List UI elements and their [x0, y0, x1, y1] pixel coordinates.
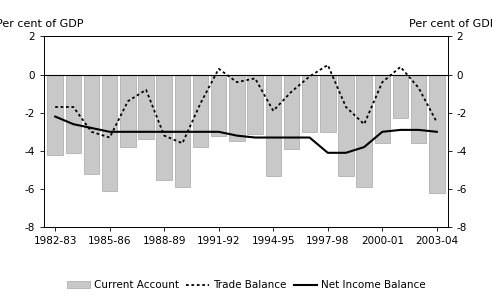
Bar [247, 75, 263, 134]
Bar [338, 75, 354, 176]
Bar [175, 75, 190, 187]
Bar [47, 75, 63, 155]
Bar [211, 75, 226, 136]
Bar [374, 75, 390, 143]
Bar [65, 75, 81, 153]
Legend: Current Account, Trade Balance, Net Income Balance: Current Account, Trade Balance, Net Inco… [62, 276, 430, 295]
Bar [356, 75, 372, 187]
Bar [320, 75, 336, 132]
Bar [284, 75, 299, 149]
Bar [84, 75, 99, 174]
Bar [429, 75, 445, 193]
Bar [102, 75, 118, 191]
Bar [138, 75, 154, 139]
Bar [411, 75, 427, 143]
Text: Per cent of GDP: Per cent of GDP [409, 19, 492, 29]
Bar [229, 75, 245, 141]
Bar [266, 75, 281, 176]
Bar [120, 75, 136, 147]
Bar [393, 75, 408, 118]
Bar [156, 75, 172, 179]
Bar [302, 75, 317, 132]
Bar [193, 75, 208, 147]
Text: Per cent of GDP: Per cent of GDP [0, 19, 83, 29]
